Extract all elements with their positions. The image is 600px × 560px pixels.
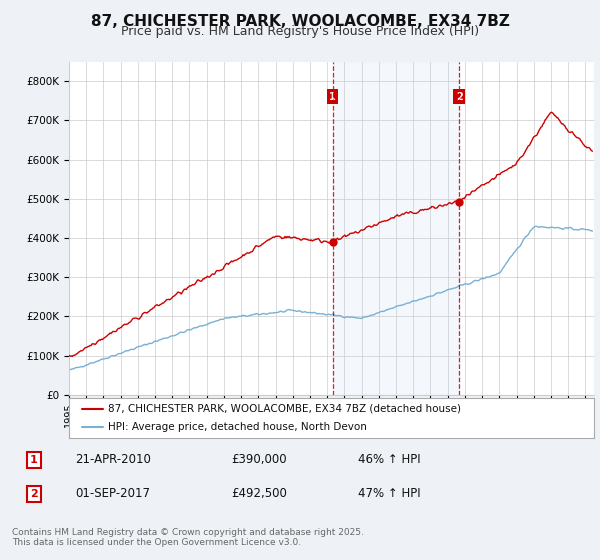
Text: 2: 2 — [30, 489, 38, 499]
Text: 87, CHICHESTER PARK, WOOLACOMBE, EX34 7BZ: 87, CHICHESTER PARK, WOOLACOMBE, EX34 7B… — [91, 14, 509, 29]
Text: 1: 1 — [30, 455, 38, 465]
Text: 46% ↑ HPI: 46% ↑ HPI — [358, 453, 420, 466]
Text: 1: 1 — [329, 92, 336, 101]
Text: 2: 2 — [456, 92, 463, 101]
Text: HPI: Average price, detached house, North Devon: HPI: Average price, detached house, Nort… — [109, 422, 367, 432]
Text: 01-SEP-2017: 01-SEP-2017 — [76, 487, 151, 501]
Text: 21-APR-2010: 21-APR-2010 — [76, 453, 151, 466]
Text: Price paid vs. HM Land Registry's House Price Index (HPI): Price paid vs. HM Land Registry's House … — [121, 25, 479, 38]
Text: 87, CHICHESTER PARK, WOOLACOMBE, EX34 7BZ (detached house): 87, CHICHESTER PARK, WOOLACOMBE, EX34 7B… — [109, 404, 461, 414]
Text: Contains HM Land Registry data © Crown copyright and database right 2025.
This d: Contains HM Land Registry data © Crown c… — [12, 528, 364, 547]
Bar — [332, 62, 459, 395]
Text: £492,500: £492,500 — [231, 487, 287, 501]
Text: 47% ↑ HPI: 47% ↑ HPI — [358, 487, 420, 501]
Text: £390,000: £390,000 — [231, 453, 287, 466]
